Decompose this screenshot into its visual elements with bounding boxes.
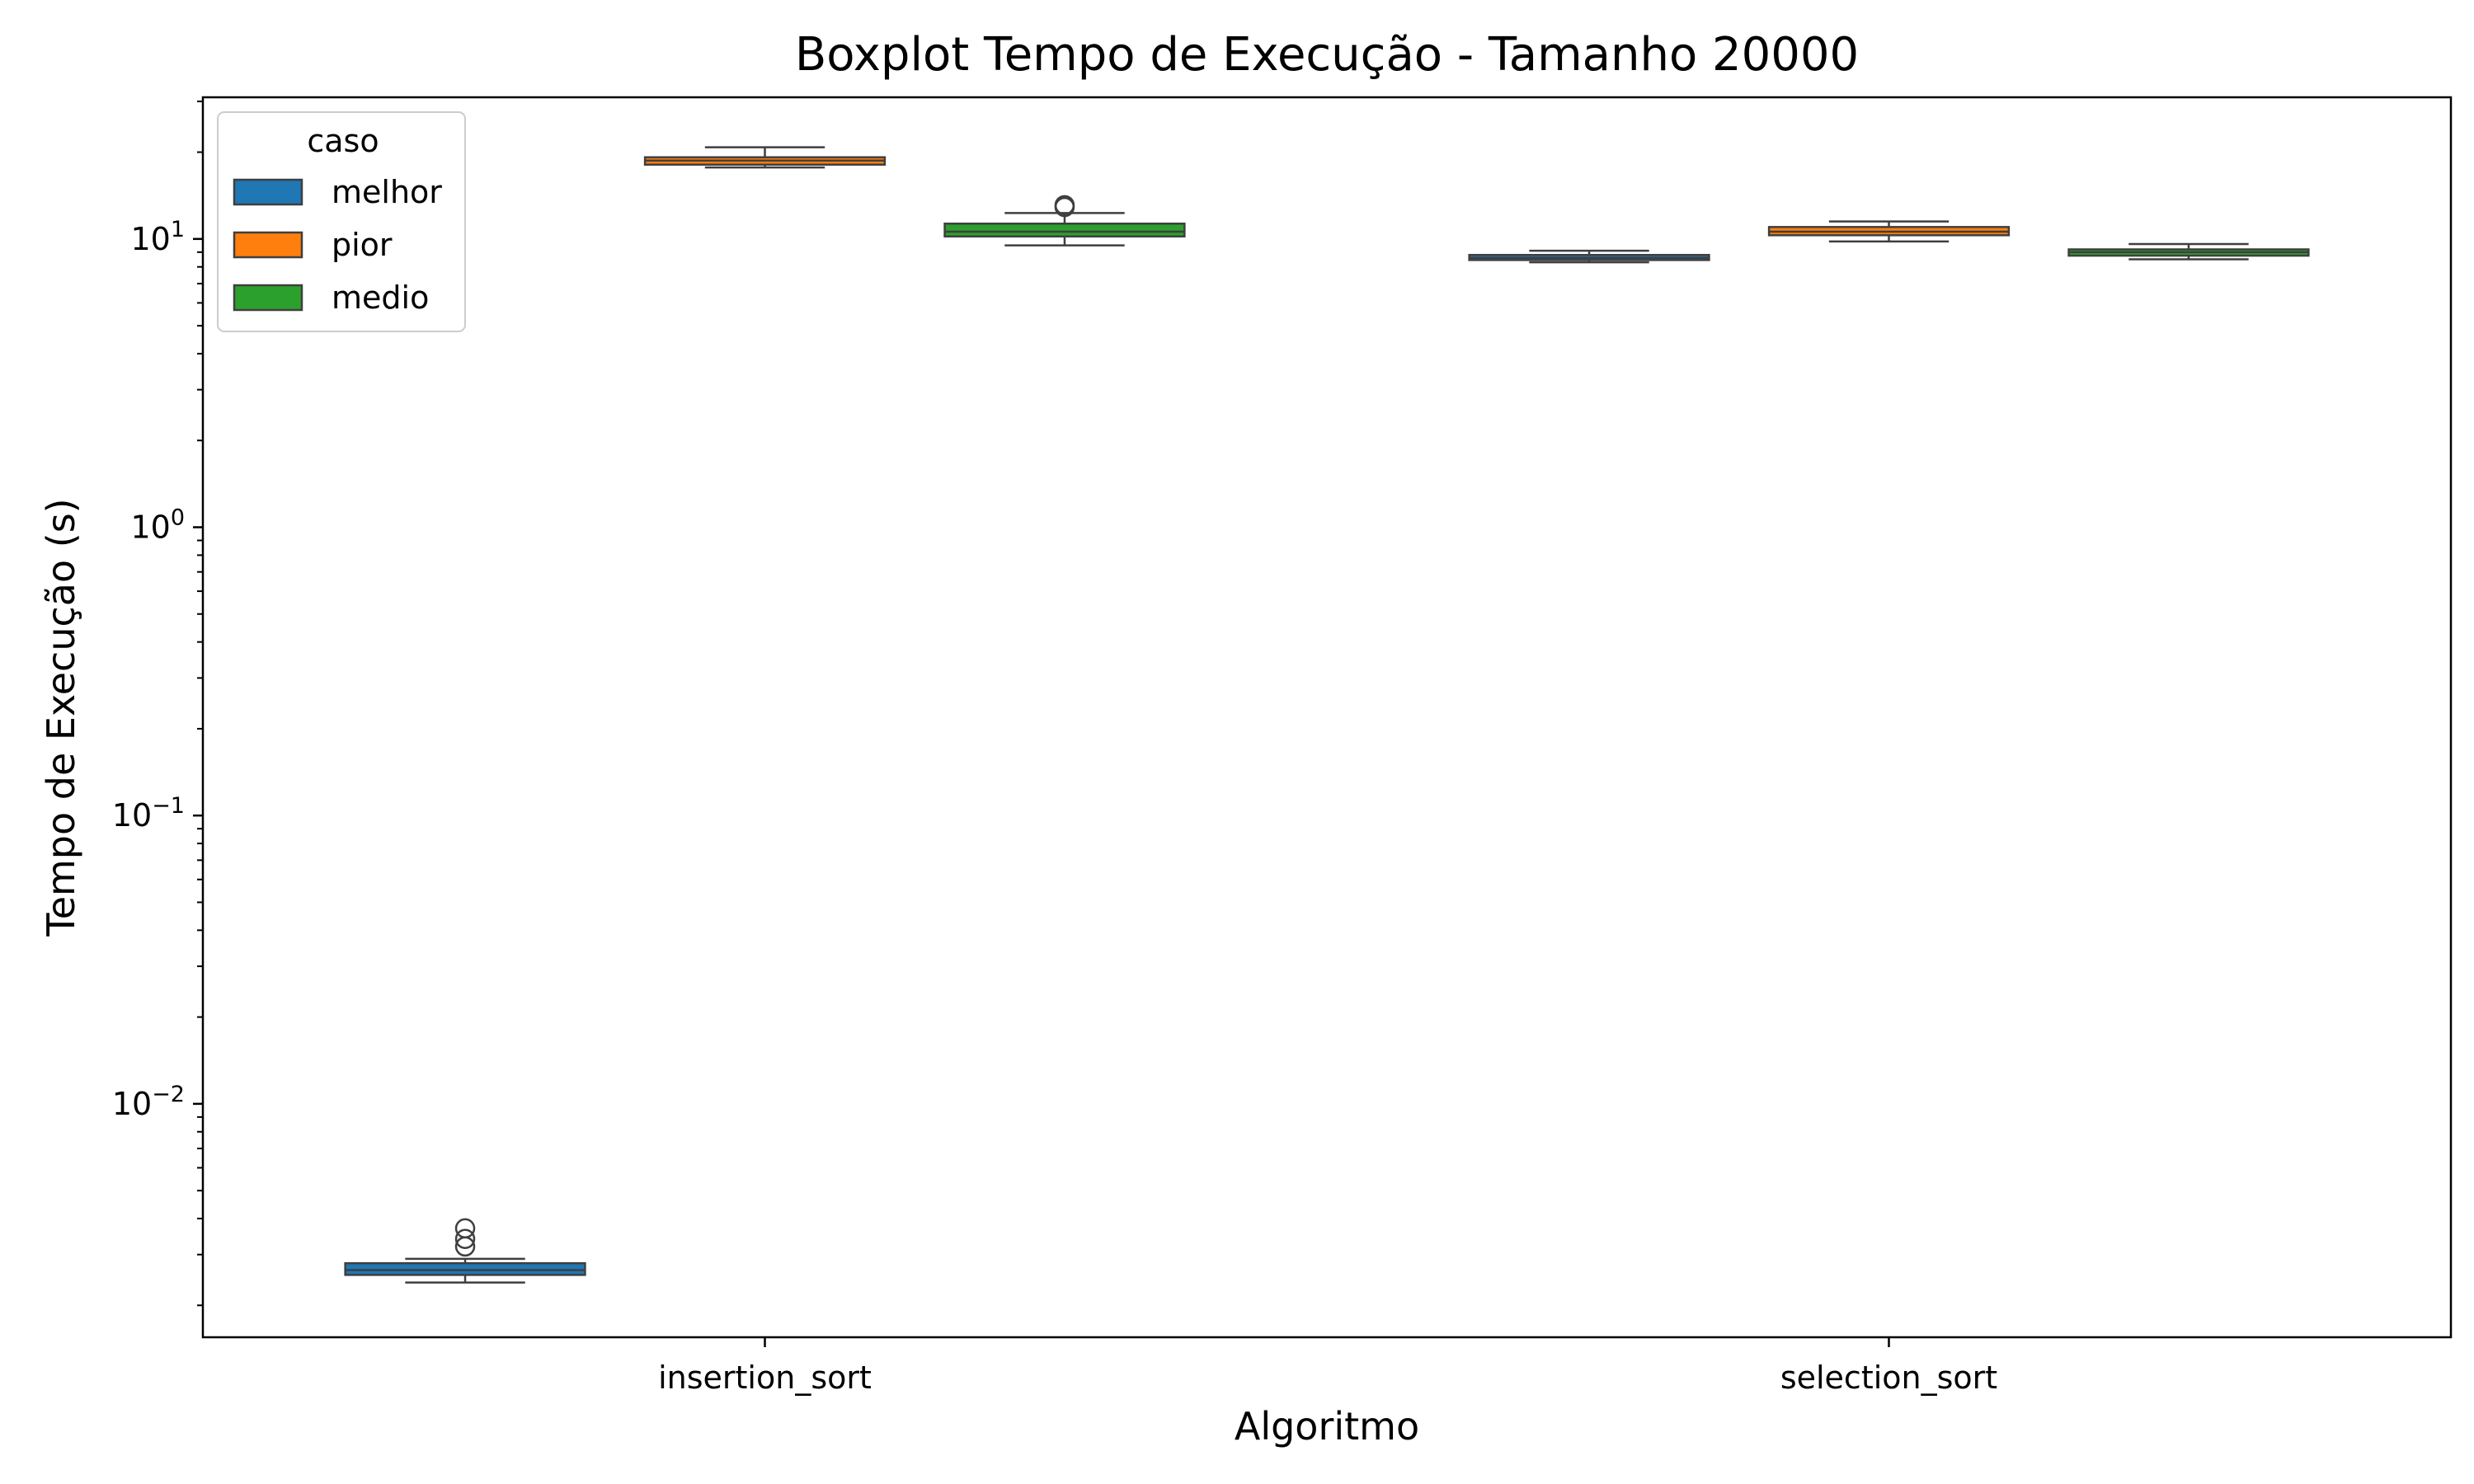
x-tick-label: selection_sort: [1780, 1360, 1997, 1396]
chart-title: Boxplot Tempo de Execução - Tamanho 2000…: [795, 28, 1859, 82]
y-axis-label: Tempo de Execução (s): [39, 498, 83, 937]
y-tick-label: 101: [130, 217, 185, 257]
axes-frame: [201, 96, 2453, 1339]
outlier-point: [454, 1218, 476, 1239]
outlier-point: [454, 1228, 476, 1249]
legend-frame: [217, 111, 466, 332]
outlier-point: [1054, 195, 1075, 216]
legend-swatch-melhor: [233, 178, 303, 206]
plot-area: 10−2 10−1 100 101 insertion_sort selection_so…: [112, 96, 2453, 1396]
legend-label-pior: pior: [332, 227, 393, 263]
box-medio-selection_sort: [2067, 242, 2310, 261]
legend-label-melhor: melhor: [332, 174, 442, 210]
x-axis-label: Algoritmo: [1235, 1404, 1419, 1449]
y-tick-label: 100: [130, 505, 185, 546]
y-tick-label: 10−1: [112, 793, 185, 834]
box-iqr: [943, 223, 1186, 238]
box-pior-insertion_sort: [643, 146, 887, 169]
box-melhor-insertion_sort: [344, 1218, 586, 1284]
legend: caso melhor pior medio: [217, 111, 466, 332]
y-tick-label: 10−2: [112, 1082, 185, 1122]
box-medio-insertion_sort: [943, 195, 1186, 247]
x-tick-label: insertion_sort: [658, 1360, 872, 1396]
legend-swatch-medio: [233, 284, 303, 312]
legend-swatch-pior: [233, 231, 303, 259]
box-iqr: [344, 1261, 586, 1276]
box-melhor-selection_sort: [1468, 249, 1710, 264]
legend-title: caso: [307, 123, 379, 159]
box-pior-selection_sort: [1767, 220, 2011, 243]
legend-label-medio: medio: [332, 279, 429, 316]
